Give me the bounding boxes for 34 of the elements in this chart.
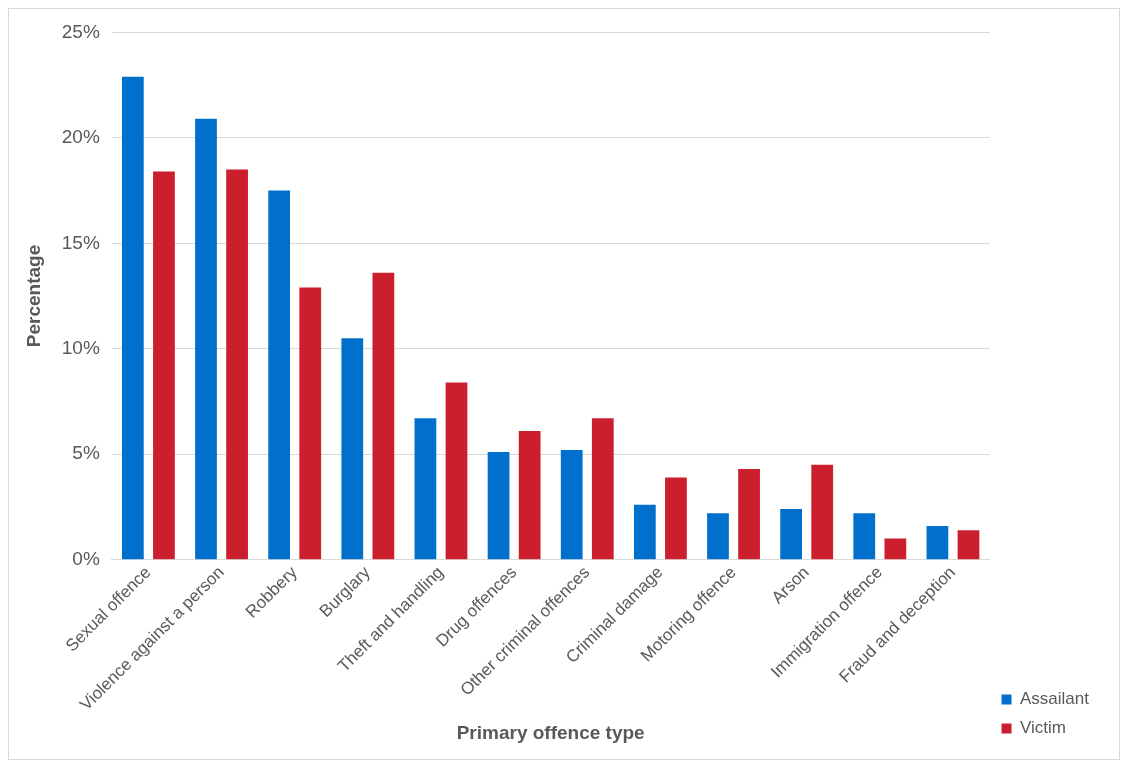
y-tick-label: 10% [61,336,100,358]
bar [445,382,468,560]
y-tick-label: 5% [72,442,100,464]
bar [341,338,364,560]
y-tick-label: 15% [61,231,100,253]
y-tick-label: 25% [61,20,100,42]
bar [414,418,437,560]
bar [487,452,510,560]
bar [780,509,803,560]
y-tick-label: 0% [72,547,100,569]
bar [707,513,729,560]
bar [518,431,541,560]
bar [853,513,876,560]
bar [738,468,760,560]
legend-label: Victim [1020,718,1066,738]
bar [121,76,144,560]
bar [195,118,217,560]
bar [811,464,834,560]
bar [299,287,322,560]
legend-label: Assailant [1020,689,1090,709]
bar [372,272,395,560]
bar [268,190,291,560]
bar [226,169,248,560]
bar [957,530,980,560]
x-axis-title: Primary offence type [456,721,645,743]
bar [665,477,687,560]
bar [884,538,907,560]
bar [560,449,583,560]
bar [633,504,656,560]
y-tick-label: 20% [61,126,100,148]
bar [591,418,614,560]
bar [926,525,949,560]
y-axis-title: Percentage [22,244,44,348]
bar [153,171,175,560]
